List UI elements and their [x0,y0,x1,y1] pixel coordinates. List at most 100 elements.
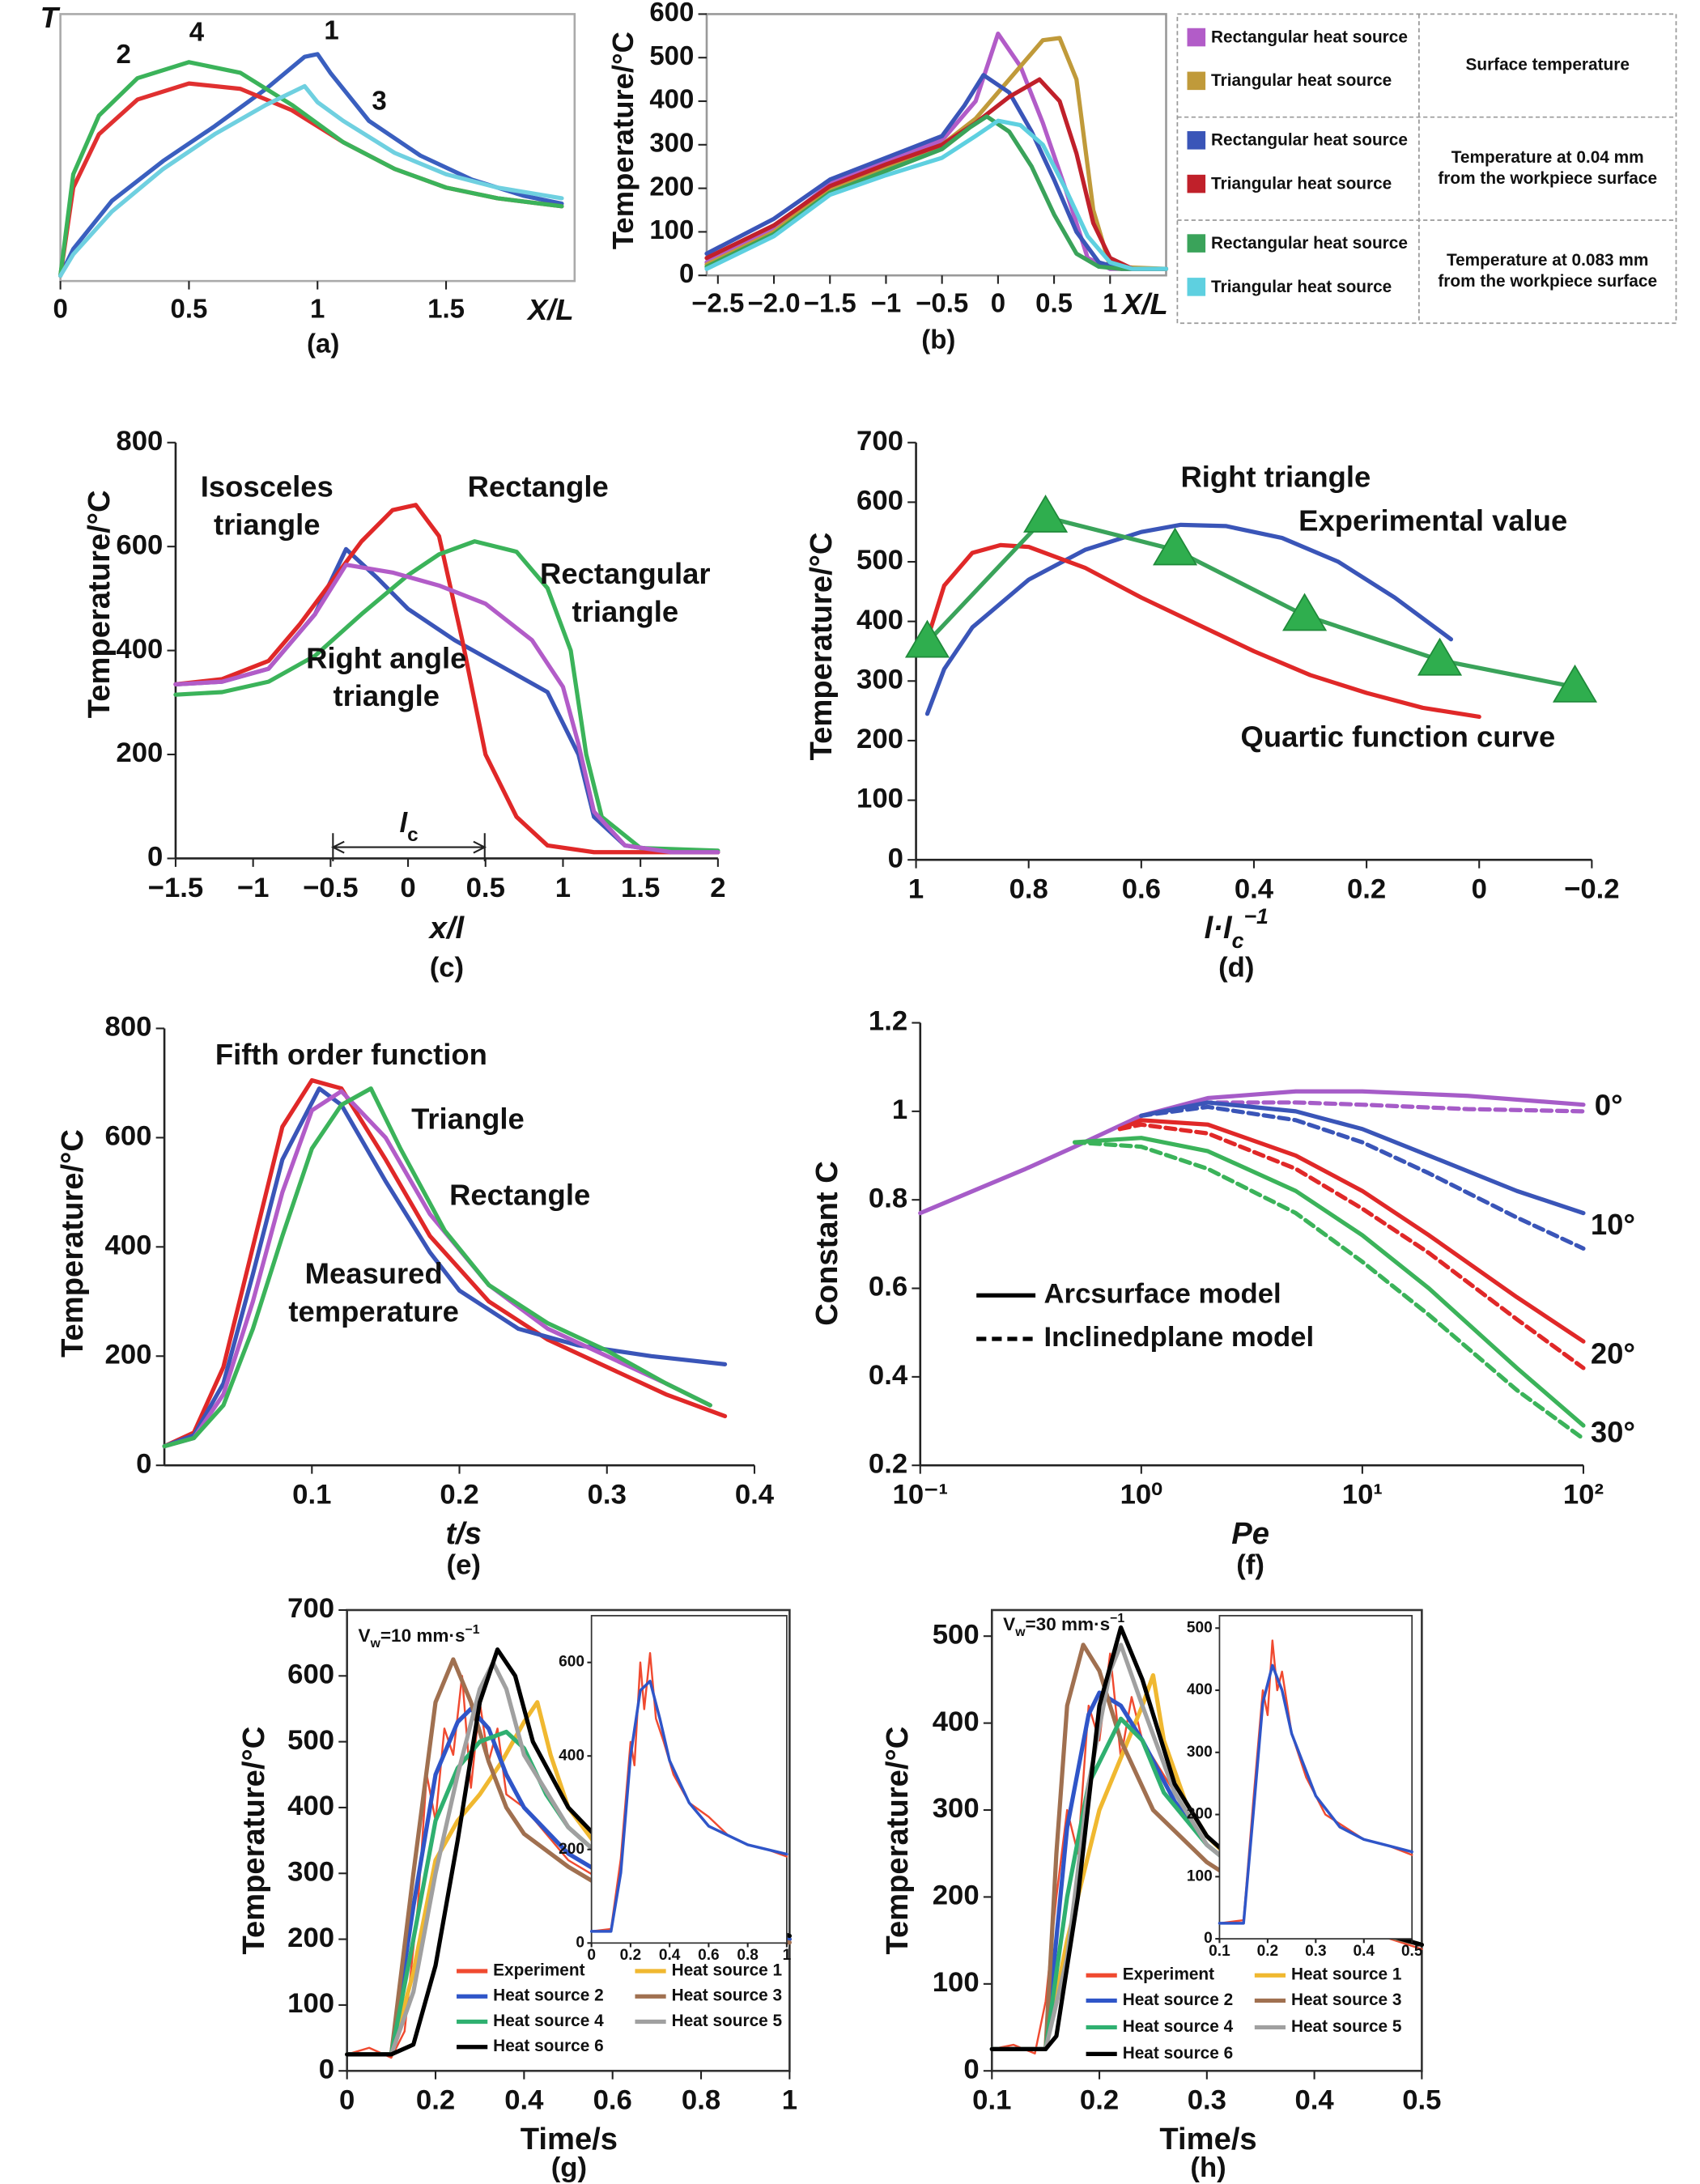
legend-label: Heat source 5 [672,2012,783,2030]
y-axis-label: Temperature/°C [880,1727,915,1955]
legend-swatch [1187,71,1206,91]
x-tick-label: 0 [339,2085,355,2116]
x-tick-label: 0.1 [972,2085,1011,2116]
x-tick-label: 1 [310,293,325,323]
x-tick-label: −1.5 [804,287,856,317]
series-line [162,1077,728,1449]
series-line [58,83,564,278]
chart: 1 0.8 0.6 0.4 0.2 0 −0.2 0 100 200 300 400 500 600 700… [804,426,1620,984]
legend-swatch [1187,28,1206,47]
x-tick-label: 0.6 [1122,874,1161,905]
annotation: triangle [572,595,679,628]
y-axis-label: Temperature/°C [236,1727,271,1955]
text-run: c [407,824,419,846]
x-tick-label: 0.3 [1188,2085,1226,2116]
series-line [162,1086,728,1449]
annotation: 4 [189,16,205,46]
condition-label: Vw=30 mm·s−1 [1003,1612,1124,1639]
x-axis-label: X/L [526,293,574,326]
x-tick-label: 0.5 [1035,287,1073,317]
triangle-marker [1282,593,1328,631]
legend-label: Heat source 2 [1123,1991,1234,2009]
legend-swatch [1187,278,1206,296]
series-line [1117,1118,1586,1344]
legend-label: Heat source 1 [672,1961,783,1980]
legend-label: Experiment [1123,1965,1214,1984]
x-tick-label: 0.1 [292,1480,331,1511]
series-line [1139,1104,1586,1251]
caption: (a) [307,329,339,359]
legend-swatch [1187,131,1206,150]
legend-label: Triangular heat source [1211,174,1392,193]
annotation: 0° [1595,1088,1623,1121]
caption: (d) [1218,953,1254,984]
y-tick-label: 500 [287,1725,334,1756]
text-run: −1 [465,1623,480,1637]
x-tick-label: 0.2 [620,1947,642,1964]
x-tick-label: 0.2 [1347,874,1386,905]
x-tick-label: 0.5 [1401,1943,1423,1960]
x-tick-label: 0.4 [1354,1943,1375,1960]
x-tick-label: 0.4 [1235,874,1274,905]
series-line [924,542,1481,720]
legend-label: Heat source 3 [1291,1991,1402,2009]
y-tick-label: 200 [649,171,694,201]
x-tick-label: 0.2 [440,1480,478,1511]
x-tick-label: 0.2 [1080,2085,1119,2116]
y-tick-label: 0.2 [869,1448,907,1479]
y-tick-label: 1.2 [869,1006,907,1037]
span-arrow [330,833,487,861]
y-tick-label: 0 [319,2054,334,2084]
x-tick-label: −2.0 [747,287,800,317]
caption: (e) [447,1549,481,1580]
x-tick-label: 0.2 [416,2085,455,2116]
y-tick-label: 400 [287,1791,334,1821]
annotation: 30° [1591,1416,1635,1449]
series-line [173,503,720,855]
annotation: Right angle [306,641,466,674]
series-line [173,563,720,855]
y-tick-label: 300 [287,1856,334,1887]
legend-label: Rectangular heat source [1211,28,1408,46]
legend-label: Arcsurface model [1044,1278,1281,1309]
legend-group-label: Temperature at 0.04 mm [1451,148,1644,167]
x-tick-label: 0.3 [588,1480,627,1511]
annotation: 10° [1591,1208,1635,1241]
series-line [704,73,1169,271]
annotation: 1 [324,15,338,45]
legend-label: Rectangular heat source [1211,234,1408,253]
series-line [704,77,1169,271]
chart: −2.5 −2.0 −1.5 −1 −0.5 0.5 0 1 0 100 200 300 400 500 6… [606,0,1677,354]
x-axis-label: l·lc−1 [1205,904,1269,953]
x-tick-label: 1.5 [427,293,465,323]
text-run: l [399,808,408,839]
x-tick-label: −2.5 [691,287,744,317]
y-tick-label: 300 [649,128,694,158]
legend-label: Heat source 1 [1291,1965,1402,1984]
text-run: l·l [1205,911,1233,945]
y-axis-label: Temperature/°C [804,532,839,760]
x-tick-label: −1 [871,287,902,317]
annotation: triangle [214,508,321,542]
series-line [162,1086,712,1449]
series-line [58,81,564,278]
y-axis-label: Temperature/°C [606,32,640,249]
series-line [1117,1122,1586,1370]
legend-box [1176,13,1677,325]
legend-label: Heat source 5 [1291,2017,1402,2036]
y-tick-label: 400 [933,1706,980,1737]
x-tick-label: −0.5 [916,287,968,317]
annotation: Fifth order function [215,1038,487,1071]
y-tick-label: 500 [649,40,694,70]
series-line [1218,1663,1413,1925]
plot-frame [346,1608,791,2072]
triangle-marker [904,619,950,658]
series-line [1073,1136,1586,1428]
series-line [58,60,564,278]
x-tick-label: −1 [237,873,270,903]
legend-label: Inclinedplane model [1044,1322,1315,1353]
x-tick-label: 0 [53,293,67,323]
y-tick-label: 0 [679,258,694,288]
x-tick-label: 0.6 [593,2085,632,2116]
inset-chart: 0.1 0.2 0.3 0.4 0.5 0 100 200 300 400 500 [1187,1615,1423,1960]
